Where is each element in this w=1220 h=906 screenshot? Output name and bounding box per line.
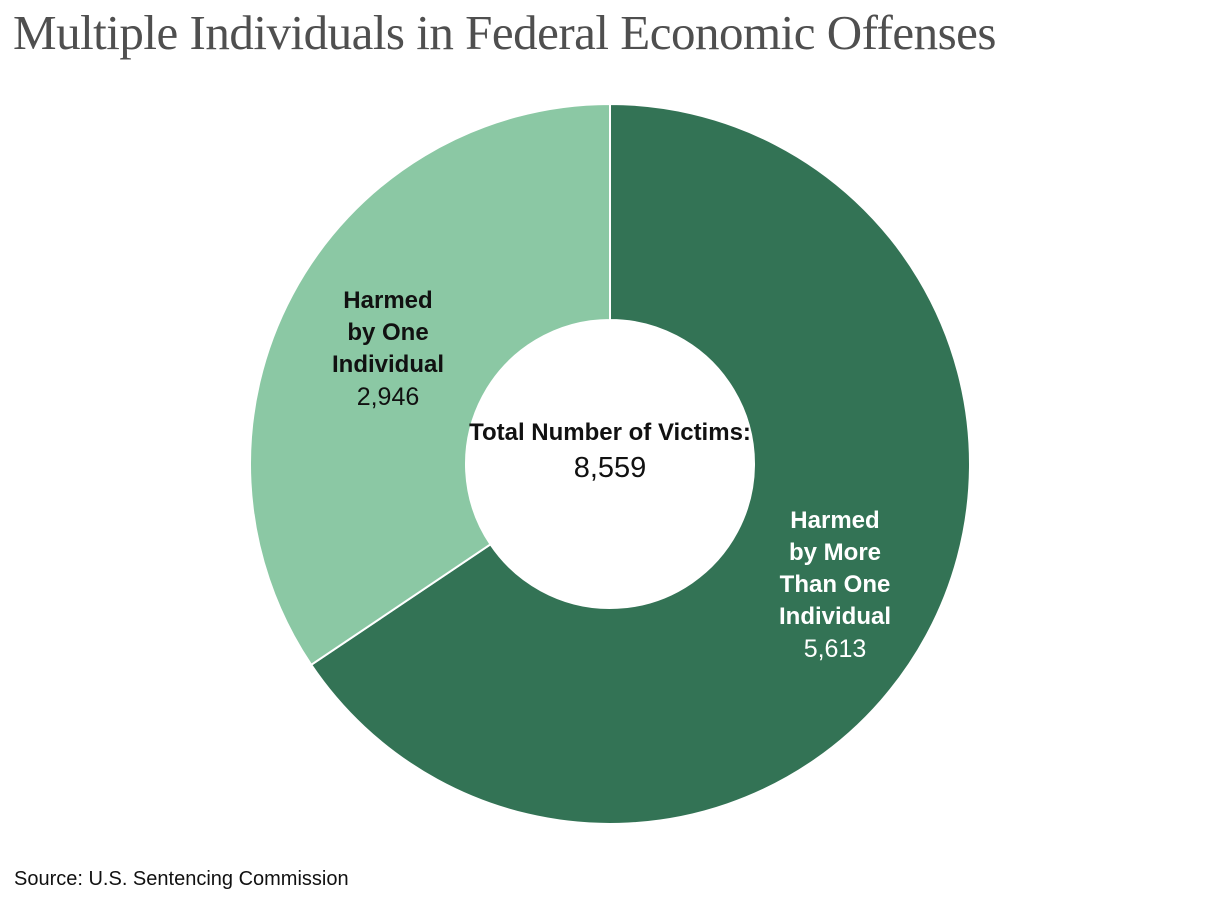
slice-label-line: Individual — [778, 603, 892, 630]
slice-label-line: Than One — [779, 571, 891, 598]
donut-center-label: Total Number of Victims: 8,559 — [469, 417, 751, 484]
slice-label-line: by One — [347, 319, 429, 346]
slice-label-line: Individual — [331, 351, 445, 378]
center-label-line: Victims: — [657, 419, 751, 446]
donut-slice-0 — [310, 103, 971, 825]
slice-label-line: by More — [788, 539, 882, 566]
slice-label-line: Harmed — [790, 507, 880, 534]
slice-value: 5,613 — [803, 635, 867, 663]
slice-label-harmed-by-more-than-one: Harmed by More Than One Individual 5,613 — [779, 505, 891, 665]
center-label-line: Total Number of — [469, 419, 652, 446]
chart-title: Multiple Individuals in Federal Economic… — [13, 5, 996, 60]
total-victims-value: 8,559 — [573, 452, 647, 484]
slice-label-harmed-by-one: Harmed by One Individual 2,946 — [332, 285, 444, 413]
slice-value: 2,946 — [356, 383, 420, 411]
donut-slice-1 — [249, 103, 611, 666]
source-note: Source: U.S. Sentencing Commission — [14, 868, 349, 890]
slice-label-line: Harmed — [343, 287, 433, 314]
